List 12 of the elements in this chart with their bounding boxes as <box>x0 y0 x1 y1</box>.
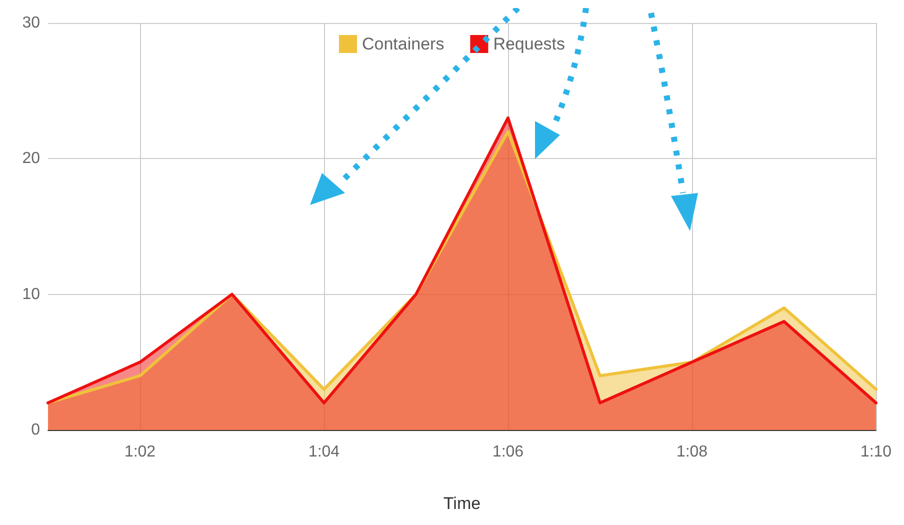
legend-label: Containers <box>362 34 444 54</box>
y-tick-label: 0 <box>31 422 40 438</box>
x-axis-title: Time <box>443 494 481 513</box>
x-tick-label: 1:04 <box>308 444 340 460</box>
legend-label: Requests <box>493 34 566 54</box>
y-tick-label: 30 <box>22 14 40 32</box>
x-tick-label: 1:10 <box>860 444 892 460</box>
x-tick-label: 1:02 <box>124 444 156 460</box>
x-tick-label: 1:08 <box>676 444 708 460</box>
y-tick-label: 10 <box>22 286 40 303</box>
y-tick-label: 20 <box>22 150 40 168</box>
x-tick-label: 1:06 <box>492 444 524 460</box>
